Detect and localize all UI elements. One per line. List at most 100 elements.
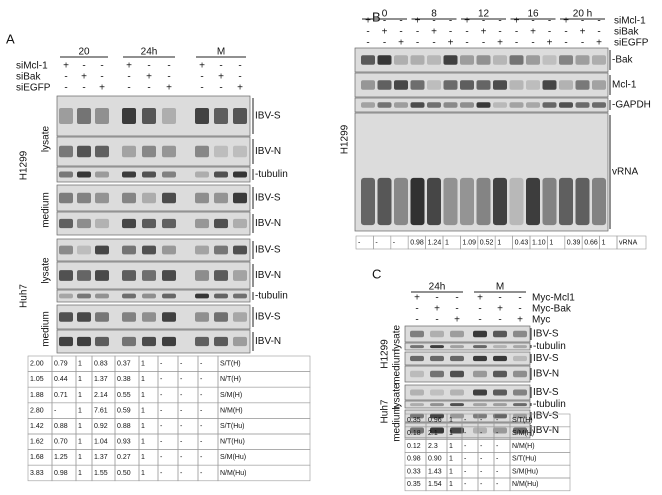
group-label: 16 bbox=[527, 9, 539, 20]
table-text: 1 bbox=[445, 239, 449, 246]
table-text: - bbox=[180, 361, 183, 368]
condition-sign: + bbox=[547, 38, 553, 49]
band bbox=[162, 192, 176, 204]
condition-label: siMcl-1 bbox=[614, 16, 646, 27]
band bbox=[410, 427, 424, 434]
band bbox=[493, 389, 507, 396]
band bbox=[162, 312, 176, 322]
table-text: S/T(H) bbox=[220, 361, 241, 368]
band bbox=[214, 145, 228, 158]
side-label: H1299 bbox=[340, 124, 351, 154]
band bbox=[377, 102, 392, 108]
band bbox=[195, 171, 209, 178]
table-text: N/M(H) bbox=[512, 443, 535, 450]
table-text: - bbox=[358, 239, 361, 246]
band bbox=[427, 102, 441, 108]
band bbox=[361, 55, 375, 65]
band bbox=[214, 218, 228, 229]
band bbox=[450, 403, 464, 407]
table-text: - bbox=[160, 454, 163, 461]
table-text: - bbox=[496, 430, 499, 437]
side-label: H1299 bbox=[380, 339, 391, 369]
condition-sign: - bbox=[498, 315, 501, 326]
band bbox=[443, 177, 458, 226]
condition-sign: + bbox=[63, 61, 69, 72]
band bbox=[77, 171, 91, 178]
band-label: IBV-N bbox=[533, 369, 559, 380]
condition-sign: - bbox=[167, 61, 170, 72]
band-label: IBV-S bbox=[533, 329, 559, 340]
band bbox=[142, 108, 156, 124]
table-text: 2.14 bbox=[94, 392, 108, 399]
panel-label: B bbox=[372, 9, 381, 24]
band bbox=[430, 413, 444, 419]
table-text: 1.43 bbox=[428, 468, 442, 475]
table-text: - bbox=[180, 407, 183, 414]
band bbox=[493, 355, 507, 362]
table-text: 1.10 bbox=[532, 239, 546, 246]
band-label: IBV-S bbox=[533, 387, 559, 398]
condition-sign: - bbox=[518, 293, 521, 304]
band bbox=[233, 218, 247, 229]
side-label: medium bbox=[41, 311, 52, 347]
band bbox=[59, 245, 73, 255]
condition-sign: - bbox=[498, 27, 501, 38]
condition-sign: + bbox=[563, 16, 569, 27]
table-text: 1.24 bbox=[428, 239, 442, 246]
band bbox=[410, 102, 425, 108]
band bbox=[476, 80, 491, 90]
table-text: - bbox=[200, 407, 203, 414]
table-text: 1 bbox=[78, 392, 82, 399]
band bbox=[526, 102, 540, 108]
table-text: - bbox=[200, 392, 203, 399]
band bbox=[233, 171, 247, 178]
group-label: M bbox=[217, 47, 225, 58]
table-text: 0.96 bbox=[428, 417, 442, 424]
band bbox=[59, 293, 73, 299]
band bbox=[473, 355, 487, 362]
table-text: 1.25 bbox=[54, 454, 68, 461]
table-text: 1 bbox=[141, 454, 145, 461]
condition-sign: - bbox=[581, 38, 584, 49]
band bbox=[142, 171, 156, 178]
table-text: - bbox=[464, 468, 467, 475]
condition-sign: - bbox=[465, 27, 468, 38]
condition-sign: + bbox=[477, 293, 483, 304]
band-label: -tubulin bbox=[255, 169, 288, 180]
group-label: 20 bbox=[78, 47, 90, 58]
condition-sign: - bbox=[548, 16, 551, 27]
condition-sign: - bbox=[100, 61, 103, 72]
band bbox=[95, 171, 109, 178]
band bbox=[460, 102, 474, 108]
table-text: - bbox=[180, 470, 183, 477]
table-text: 0.12 bbox=[407, 443, 421, 450]
band bbox=[493, 427, 507, 434]
side-label: medium bbox=[392, 406, 403, 442]
band bbox=[430, 389, 444, 396]
band bbox=[473, 345, 487, 349]
band bbox=[95, 145, 109, 158]
table-text: 0.70 bbox=[54, 439, 68, 446]
band bbox=[122, 336, 136, 347]
band bbox=[493, 330, 507, 338]
band bbox=[473, 403, 487, 407]
table-text: - bbox=[160, 439, 163, 446]
band bbox=[410, 330, 424, 338]
table-text: 0.27 bbox=[117, 454, 131, 461]
table-text: 0.79 bbox=[54, 361, 68, 368]
table-text: 0.18 bbox=[407, 430, 421, 437]
table-text: - bbox=[480, 443, 483, 450]
table-text: 1 bbox=[141, 423, 145, 430]
group-label: 0 bbox=[382, 9, 388, 20]
table-text: 1 bbox=[449, 443, 453, 450]
band bbox=[473, 413, 487, 419]
band bbox=[361, 177, 375, 226]
condition-sign: - bbox=[82, 61, 85, 72]
table-text: 1.55 bbox=[94, 470, 108, 477]
condition-sign: - bbox=[478, 315, 481, 326]
band bbox=[443, 55, 458, 65]
band bbox=[592, 177, 606, 226]
band bbox=[195, 192, 209, 204]
band bbox=[59, 218, 73, 229]
